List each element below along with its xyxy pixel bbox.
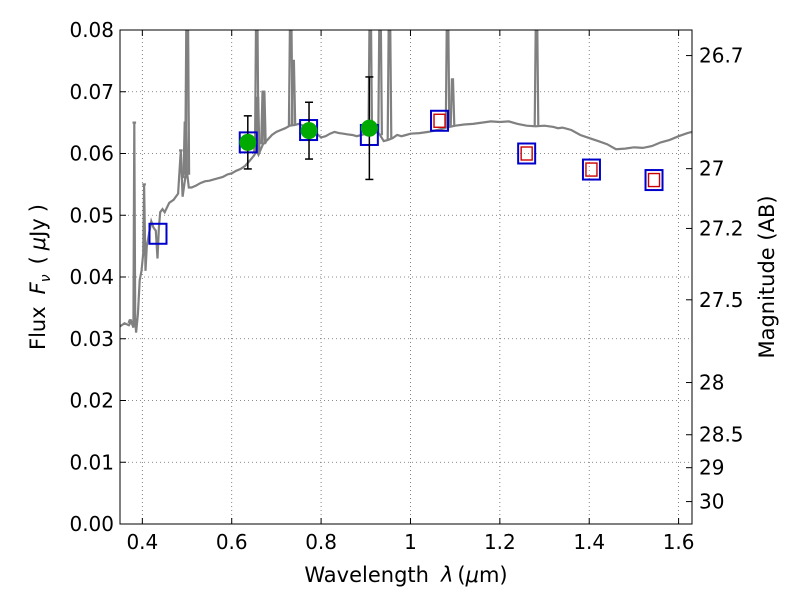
y-tick-label: 0.05 xyxy=(69,203,114,227)
x-tick-label: 0.4 xyxy=(126,530,158,554)
spectrum-emission-line xyxy=(290,59,297,126)
y2-tick-label: 27.5 xyxy=(699,288,744,312)
x-axis-label: Wavelength λ (μm) xyxy=(304,563,507,587)
spectrum-layer xyxy=(120,30,692,333)
x-tick-label: 1.2 xyxy=(484,530,516,554)
plot-frame xyxy=(119,29,693,525)
y2-axis-ticks: 26.7 27 27.2 27.5 28 28.5 29 30 xyxy=(686,44,744,514)
y-tick-label: 0.03 xyxy=(69,327,114,351)
spectrum-emission-line xyxy=(449,78,456,127)
observed-flux-point xyxy=(300,122,318,140)
x-tick-label: 0.6 xyxy=(216,530,248,554)
y-axis-ticks: 0.00 0.01 0.02 0.03 0.04 0.05 0.06 0.07 0.08 xyxy=(69,18,126,536)
y2-tick-label: 28 xyxy=(699,371,724,395)
grid-lines xyxy=(120,29,692,525)
spectrum-emission-line xyxy=(367,30,374,133)
markers-layer xyxy=(148,76,664,245)
y-tick-label: 0.00 xyxy=(69,512,114,536)
y-tick-label: 0.06 xyxy=(69,142,114,166)
spectrum-emission-line xyxy=(184,30,191,175)
x-tick-label: 1.4 xyxy=(573,530,605,554)
y-tick-label: 0.02 xyxy=(69,389,114,413)
y2-tick-label: 28.5 xyxy=(699,423,744,447)
y2-tick-label: 27.2 xyxy=(699,216,744,240)
spectrum-emission-line xyxy=(254,96,261,153)
y-axis-label: FluxFν(μJy) xyxy=(26,204,54,350)
x-tick-label: 1.6 xyxy=(663,530,695,554)
spectrum-emission-line xyxy=(261,90,267,144)
x-tick-label: 0.8 xyxy=(305,530,337,554)
y-tick-label: 0.04 xyxy=(69,265,114,289)
spectrum-emission-line xyxy=(127,319,134,324)
y2-tick-label: 27 xyxy=(699,157,724,181)
y-tick-label: 0.01 xyxy=(69,450,114,474)
model-flux-box xyxy=(520,146,533,161)
y2-tick-label: 30 xyxy=(699,490,724,514)
spectrum-emission-line xyxy=(386,30,393,140)
y-tick-label: 0.07 xyxy=(69,80,114,104)
model-photometry-box xyxy=(148,222,168,245)
x-tick-label: 1 xyxy=(404,530,417,554)
model-flux-box xyxy=(647,172,661,188)
observed-flux-point xyxy=(360,119,378,137)
model-flux-box xyxy=(433,113,446,128)
model-photometry-box xyxy=(430,109,450,132)
y-tick-label: 0.08 xyxy=(69,18,114,42)
spectrum-emission-line xyxy=(377,30,383,136)
y2-axis-label: Magnitude (AB) xyxy=(755,195,779,358)
spectrum-emission-line xyxy=(444,30,451,128)
y2-tick-label: 29 xyxy=(699,456,724,480)
spectrum-line xyxy=(120,120,692,333)
y2-tick-label: 26.7 xyxy=(699,44,744,68)
model-photometry-box xyxy=(517,142,537,165)
spectrum-emission-line xyxy=(253,30,260,151)
spectrum-emission-line xyxy=(533,30,540,127)
model-photometry-box xyxy=(581,158,601,181)
model-flux-box xyxy=(585,162,598,177)
x-axis-ticks: 0.4 0.6 0.8 1 1.2 1.4 1.6 xyxy=(126,30,695,554)
model-photometry-box xyxy=(644,169,664,192)
observed-flux-point xyxy=(239,133,257,151)
